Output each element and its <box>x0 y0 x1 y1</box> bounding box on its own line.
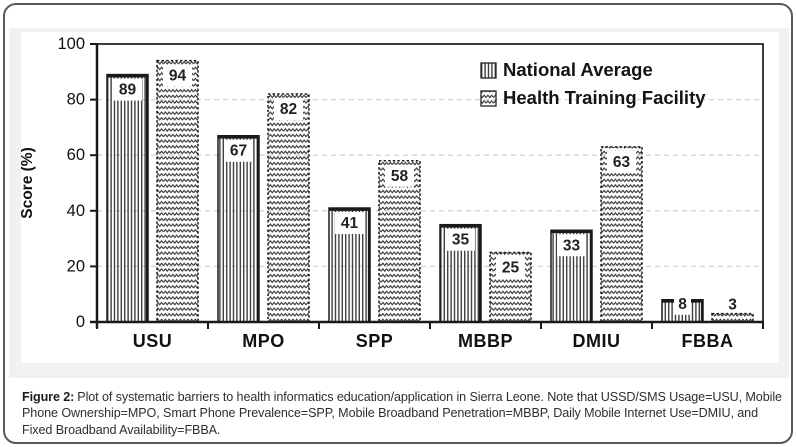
labels-layer: 0 20 40 60 80 100 89 94 USU 67 82 MPO 41 58 SPP 35 25 MBB… <box>21 35 737 351</box>
bar-value-box <box>163 64 192 87</box>
y-axis-title: Score (%) <box>21 147 36 219</box>
y-tick-label: 40 <box>67 202 85 220</box>
bar-value-box <box>496 256 525 279</box>
bar-value-label: 67 <box>230 143 247 160</box>
x-category-label: DMIU <box>573 331 621 351</box>
gridlines <box>97 98 763 268</box>
legend-swatch-health-training-facility <box>480 90 497 107</box>
y-tick-label: 100 <box>57 35 85 53</box>
axes-layer <box>90 43 764 329</box>
bar-value-label: 33 <box>563 237 581 254</box>
y-tick-label: 20 <box>67 257 85 275</box>
bar-value-box <box>674 292 691 315</box>
bar-value-label: 3 <box>728 297 737 314</box>
bar-value-box <box>607 150 636 173</box>
bar-FBBA-facility <box>711 312 754 323</box>
bar-USU-national <box>106 73 149 323</box>
bar-value-label: 41 <box>341 215 359 232</box>
bar-MPO-facility <box>267 93 310 323</box>
bar-value-box <box>335 212 364 235</box>
bar-chart: 0 20 40 60 80 100 89 94 USU 67 82 MPO 41 58 SPP 35 25 MBB… <box>21 35 764 351</box>
bar-SPP-facility <box>378 160 421 323</box>
figure-caption: Figure 2: Plot of systematic barriers to … <box>22 389 784 438</box>
chart-canvas: 0 20 40 60 80 100 89 94 USU 67 82 MPO 41 58 SPP 35 25 MBB… <box>21 32 779 363</box>
x-category-label: MPO <box>242 331 285 351</box>
bar-value-box <box>557 234 586 257</box>
legend-label: Health Training Facility <box>503 87 706 108</box>
bar-value-box <box>274 98 303 121</box>
bar-value-label: 35 <box>452 232 470 249</box>
bar-value-box <box>224 139 253 162</box>
figure-caption-label: Figure 2: <box>22 390 75 404</box>
bar-value-label: 8 <box>678 296 687 313</box>
bar-value-label: 89 <box>119 82 137 99</box>
bar-value-label: 82 <box>280 101 297 118</box>
bar-value-label: 63 <box>613 154 631 171</box>
legend: National Average Health Training Facility <box>480 59 706 108</box>
x-category-label: MBBP <box>458 331 513 351</box>
bar-value-box <box>446 228 475 251</box>
bar-DMIU-facility <box>600 146 643 323</box>
bar-USU-facility <box>156 59 199 323</box>
figure-caption-text: Plot of systematic barriers to health in… <box>22 390 782 437</box>
x-category-label: FBBA <box>682 331 734 351</box>
chart-figure-area: 0 20 40 60 80 100 89 94 USU 67 82 MPO 41 58 SPP 35 25 MBB… <box>9 28 789 378</box>
bar-MPO-national <box>217 134 260 323</box>
legend-swatch-national-average <box>480 62 497 79</box>
figure-card: 0 20 40 60 80 100 89 94 USU 67 82 MPO 41 58 SPP 35 25 MBB… <box>3 3 793 444</box>
x-category-label: SPP <box>356 331 394 351</box>
y-tick-label: 60 <box>67 146 85 164</box>
bar-value-label: 25 <box>502 260 520 277</box>
bar-value-box <box>113 78 142 101</box>
bar-value-box <box>385 164 414 187</box>
bar-value-label: 94 <box>169 68 187 85</box>
y-tick-label: 80 <box>67 91 85 109</box>
legend-label: National Average <box>503 59 653 80</box>
y-tick-label: 0 <box>76 313 85 331</box>
x-category-label: USU <box>133 331 173 351</box>
bar-value-label: 58 <box>391 168 409 185</box>
